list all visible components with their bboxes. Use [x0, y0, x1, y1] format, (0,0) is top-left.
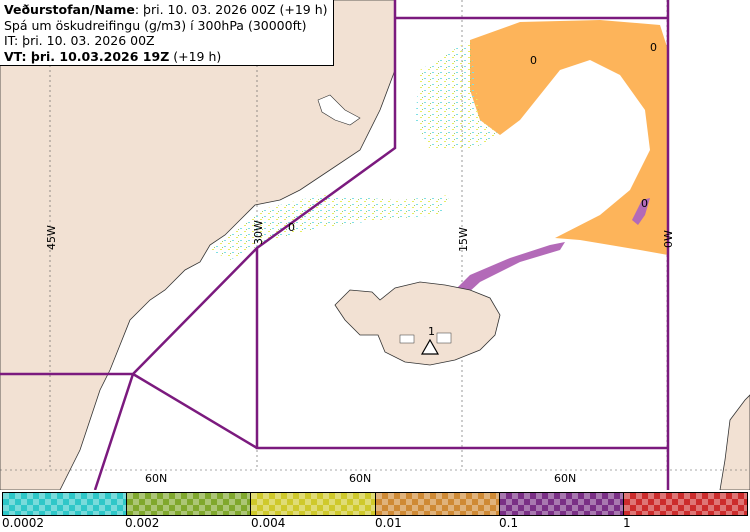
forecast-description: Spá um öskudreifingu (g/m3) í 300hPa (30… [4, 17, 307, 33]
legend-swatch-3 [251, 493, 376, 515]
legend-label-1: 0.0002 [2, 516, 44, 530]
lat-label-60n-a: 60N [145, 472, 167, 485]
valid-time: VT: þri. 10.03.2026 19Z [4, 48, 170, 64]
ash-purple-streak [632, 198, 650, 225]
lon-label-15w: 15W [457, 227, 470, 252]
legend-colorbar [2, 492, 748, 516]
scandinavia-land [719, 394, 750, 490]
glacier-east [436, 332, 452, 344]
legend-swatch-1 [3, 493, 128, 515]
lon-label-0w: 0W [662, 230, 675, 248]
contour-label-d: 0 [288, 221, 295, 234]
volcano-value-label: 1 [428, 325, 435, 338]
contour-label-b: 0 [650, 41, 657, 54]
iceland-land [334, 281, 501, 366]
ash-speckle-cloud [415, 40, 500, 150]
greenland-fjord [317, 94, 361, 126]
glacier [399, 334, 415, 344]
legend-label-6: 1 [623, 516, 631, 530]
lon-label-30w: 30W [252, 220, 265, 245]
lat-label-60n-b: 60N [349, 472, 371, 485]
ash-orange-region [470, 20, 668, 255]
forecast-info-box: Veðurstofan/Name: þri. 10. 03. 2026 00Z … [0, 0, 334, 66]
legend-label-2: 0.002 [125, 516, 160, 530]
issuer-line: Veðurstofan/Name: þri. 10. 03. 2026 00Z … [4, 2, 329, 18]
lat-label-60n-c: 60N [554, 472, 576, 485]
ash-dispersion-map: 45W 30W 15W 0W 60N 60N 60N 0 0 0 0 1 [0, 0, 750, 490]
legend-label-4: 0.01 [375, 516, 402, 530]
legend-swatch-2 [127, 493, 252, 515]
greenland-land [0, 0, 396, 490]
legend-swatch-4 [375, 493, 500, 515]
ash-speckle-band [210, 195, 450, 260]
lon-label-45w: 45W [45, 225, 58, 250]
legend-swatch-5 [499, 493, 624, 515]
contour-label-a: 0 [530, 54, 537, 67]
fir-boundary [0, 0, 670, 490]
legend-label-3: 0.004 [251, 516, 286, 530]
volcano-icon [420, 338, 440, 355]
initial-time: IT: þri. 10. 03. 2026 00Z [4, 33, 155, 48]
issuer-name: Veðurstofan/Name [4, 2, 135, 17]
valid-time-line: VT: þri. 10.03.2026 19Z (+19 h) [4, 49, 329, 65]
legend-label-5: 0.1 [499, 516, 519, 530]
concentration-legend: 0.0002 0.002 0.004 0.01 0.1 1 [0, 490, 750, 532]
legend-swatch-6 [623, 493, 748, 515]
issuer-time: : þri. 10. 03. 2026 00Z (+19 h) [134, 2, 328, 17]
valid-offset: (+19 h) [169, 48, 222, 64]
contour-label-c: 0 [641, 197, 648, 210]
